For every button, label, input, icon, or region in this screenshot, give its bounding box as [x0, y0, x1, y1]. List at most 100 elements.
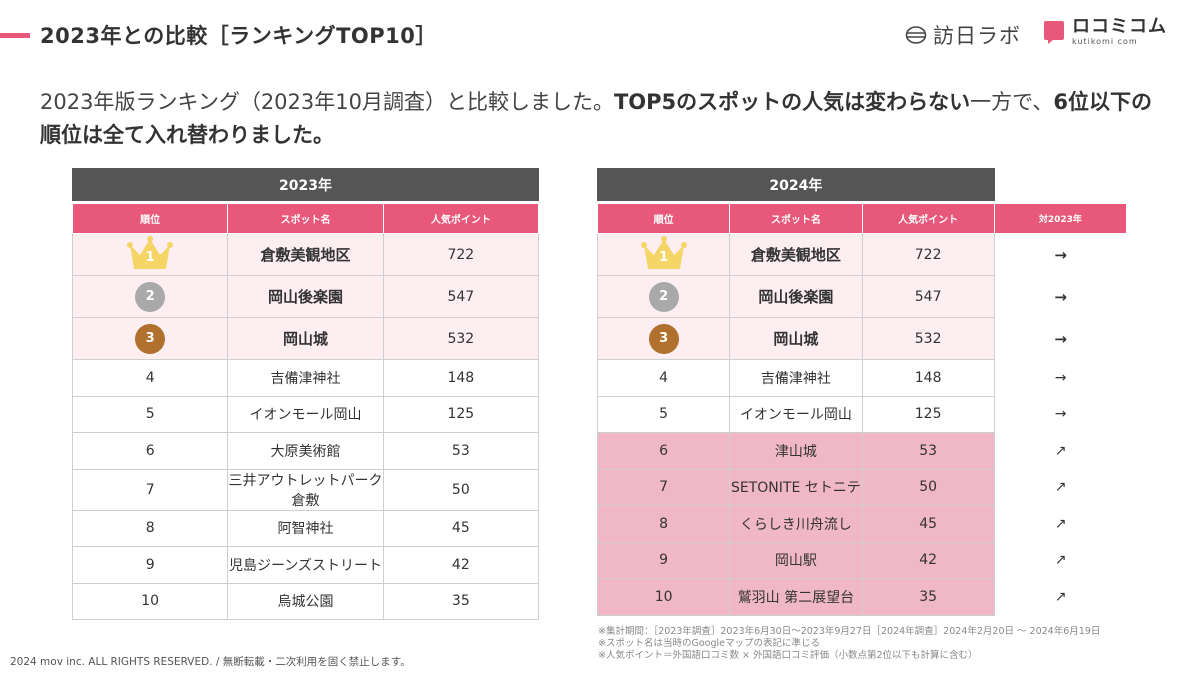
- points-value: 42: [861, 541, 995, 579]
- spot-name: 岡山駅: [729, 541, 863, 579]
- points-value: 53: [382, 432, 540, 470]
- spot-name: 大原美術館: [227, 432, 384, 470]
- logo-kutikomi-com: ロコミコム kutikomi com: [1042, 18, 1167, 46]
- column-spot-header: スポット名: [729, 203, 863, 234]
- table-row: 3 岡山城 532 →: [596, 317, 1127, 360]
- column-rank-header: 順位: [596, 203, 731, 234]
- rank-number: 1: [659, 249, 669, 265]
- points-value: 722: [861, 233, 995, 276]
- rank-cell: 1: [71, 233, 229, 276]
- rank-cell: 3: [596, 317, 731, 360]
- rank-number: 5: [596, 395, 731, 433]
- rank-number: 4: [596, 359, 731, 397]
- rank-number: 7: [71, 468, 229, 511]
- trend-up-arrow-icon: ↗: [994, 542, 1127, 579]
- spot-name: 吉備津神社: [227, 359, 384, 397]
- column-vs-2023-header: 対2023年: [993, 203, 1128, 234]
- trend-flat-arrow-icon: →: [994, 359, 1127, 396]
- intro-part-4: 6位以下の順位は全て入れ替わりました。: [40, 90, 1152, 147]
- spot-name: 鷲羽山 第二展望台: [729, 578, 863, 616]
- spot-name: 岡山後楽園: [729, 275, 863, 318]
- table-row: 7 SETONITE セトニテ 50 ↗: [596, 468, 1127, 506]
- bronze-medal-icon: 3: [135, 323, 166, 354]
- table-row: 6 津山城 53 ↗: [596, 432, 1127, 470]
- trend-flat-arrow-icon: →: [994, 233, 1127, 276]
- ranking-table-2024: 2024年 順位 スポット名 人気ポイント 対2023年 1 倉敷美観地区 72…: [596, 168, 1128, 616]
- intro-part-3: 一方で、: [970, 90, 1054, 114]
- rank-number: 5: [71, 395, 229, 433]
- trend-flat-arrow-icon: →: [994, 275, 1127, 318]
- points-value: 35: [861, 578, 995, 616]
- footnote-spot-names: ※スポット名は当時のGoogleマップの表記に準じる: [598, 638, 820, 649]
- spot-name: SETONITE セトニテ: [729, 468, 863, 506]
- rank-number: 8: [596, 505, 731, 543]
- logo-kutikomi-subtext: kutikomi com: [1072, 37, 1138, 46]
- table-row: 4 吉備津神社 148 →: [596, 359, 1127, 397]
- table-row: 1 倉敷美観地区 722 →: [596, 233, 1127, 276]
- footnote-points-formula: ※人気ポイント＝外国語口コミ数 × 外国語口コミ評価（小数点第2位以下も計算に含…: [598, 650, 978, 661]
- points-value: 42: [382, 546, 540, 584]
- table-2023-year-header: 2023年: [72, 168, 539, 201]
- spot-name: 岡山城: [729, 317, 863, 360]
- rank-number: 10: [596, 578, 731, 616]
- table-row: 4 吉備津神社 148: [71, 359, 540, 397]
- rank-number: 8: [71, 509, 229, 547]
- table-row: 8 阿智神社 45: [71, 509, 540, 547]
- spot-name: イオンモール岡山: [729, 395, 863, 433]
- spot-name: くらしき川舟流し: [729, 505, 863, 543]
- rank-cell: 1: [596, 233, 731, 276]
- points-value: 532: [382, 317, 540, 360]
- column-rank-header: 順位: [71, 203, 229, 234]
- spot-name: 岡山城: [227, 317, 384, 360]
- rank-number: 6: [71, 432, 229, 470]
- column-spot-header: スポット名: [227, 203, 384, 234]
- table-row: 3 岡山城 532: [71, 317, 540, 360]
- bronze-medal-icon: 3: [648, 323, 679, 354]
- table-row: 2 岡山後楽園 547: [71, 275, 540, 318]
- table-row: 5 イオンモール岡山 125: [71, 395, 540, 433]
- column-points-header: 人気ポイント: [382, 203, 540, 234]
- table-row: 6 大原美術館 53: [71, 432, 540, 470]
- spot-name: 岡山後楽園: [227, 275, 384, 318]
- trend-up-arrow-icon: ↗: [994, 469, 1127, 506]
- page-title: 2023年との比較［ランキングTOP10］: [40, 24, 437, 48]
- points-value: 547: [861, 275, 995, 318]
- intro-part-2: TOP5のスポットの人気は変わらない: [613, 90, 971, 114]
- table-row: 9 児島ジーンズストリート 42: [71, 546, 540, 584]
- gold-crown-icon: 1: [640, 235, 688, 271]
- spot-name: 阿智神社: [227, 509, 384, 547]
- logo-kutikomi-text: ロコミコム: [1072, 16, 1167, 37]
- spot-name: 倉敷美観地区: [729, 233, 863, 276]
- points-value: 50: [382, 468, 540, 511]
- table-row: 10 烏城公園 35: [71, 582, 540, 620]
- points-value: 35: [382, 582, 540, 620]
- rank-number: 10: [71, 582, 229, 620]
- points-value: 53: [861, 432, 995, 470]
- intro-text: 2023年版ランキング（2023年10月調査）と比較しました。TOP5のスポット…: [40, 86, 1160, 152]
- points-value: 148: [382, 359, 540, 397]
- trend-up-arrow-icon: ↗: [994, 432, 1127, 469]
- spot-name: 倉敷美観地区: [227, 233, 384, 276]
- table-2024-year-header: 2024年: [597, 168, 995, 201]
- copyright-notice: 2024 mov inc. ALL RIGHTS RESERVED. / 無断転…: [10, 656, 411, 668]
- rank-number: 4: [71, 359, 229, 397]
- ranking-table-2023: 2023年 順位 スポット名 人気ポイント 1 倉敷美観地区 722 2 岡山後…: [71, 168, 540, 620]
- trend-flat-arrow-icon: →: [994, 396, 1127, 433]
- silver-medal-icon: 2: [648, 281, 679, 312]
- rank-number: 1: [145, 249, 155, 265]
- silver-medal-icon: 2: [135, 281, 166, 312]
- table-row: 7 三井アウトレットパーク倉敷 50: [71, 468, 540, 511]
- rank-cell: 2: [71, 275, 229, 318]
- points-value: 45: [861, 505, 995, 543]
- points-value: 547: [382, 275, 540, 318]
- points-value: 532: [861, 317, 995, 360]
- spot-name: 児島ジーンズストリート: [227, 546, 384, 584]
- points-value: 148: [861, 359, 995, 397]
- trend-up-arrow-icon: ↗: [994, 505, 1127, 542]
- spot-name: 津山城: [729, 432, 863, 470]
- intro-part-1: 2023年版ランキング（2023年10月調査）と比較しました。: [40, 90, 614, 114]
- spot-name: 三井アウトレットパーク倉敷: [227, 468, 384, 511]
- logo-houjin-labo: 訪日ラボ: [905, 20, 1021, 50]
- trend-flat-arrow-icon: →: [994, 317, 1127, 360]
- title-accent-bar: [0, 33, 30, 38]
